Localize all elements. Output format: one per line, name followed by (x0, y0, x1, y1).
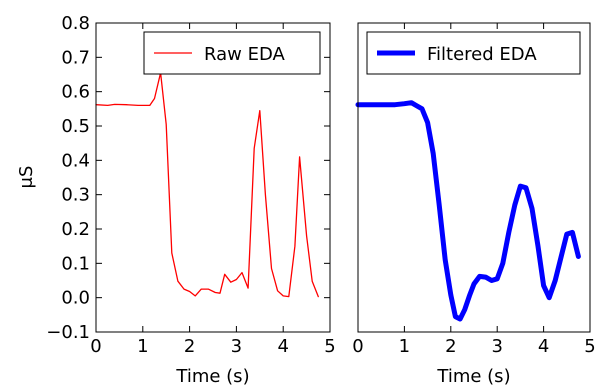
x-tick-label: 2 (184, 336, 195, 357)
x-tick-label: 4 (538, 336, 549, 357)
y-tick-label: 0.0 (61, 288, 90, 309)
y-tick-label: 0.3 (61, 185, 90, 206)
x-tick-label: 3 (231, 336, 242, 357)
x-tick-label: 1 (399, 336, 410, 357)
plot-frame (357, 22, 591, 333)
y-axis-label: μS (16, 166, 37, 189)
y-tick-label: 0.5 (61, 116, 90, 137)
y-tick-labels: −0.1 0.0 0.1 0.2 0.3 0.4 0.5 0.6 0.7 0.8 (46, 13, 90, 343)
y-tick-label: 0.7 (61, 47, 90, 68)
y-tick-label: 0.4 (61, 150, 90, 171)
raw-eda-panel: −0.1 0.0 0.1 0.2 0.3 0.4 0.5 0.6 0.7 0.8 0 1 2 3 4 5 R… (46, 13, 335, 387)
plot-frame (95, 22, 331, 333)
y-tick-label: 0.6 (61, 82, 90, 103)
series-line (355, 100, 581, 322)
x-tick-label: 4 (277, 336, 288, 357)
x-tick-label: 0 (90, 336, 101, 357)
legend: Raw EDA (143, 31, 321, 75)
x-tick-label: 0 (352, 336, 363, 357)
y-tick-label: 0.1 (61, 253, 90, 274)
filtered-eda-series (355, 100, 581, 322)
x-axis-label: Time (s) (175, 366, 249, 387)
series-line (95, 72, 319, 298)
x-tick-labels: 0 1 2 3 4 5 (90, 336, 335, 357)
legend-label-raw-eda: Raw EDA (204, 44, 286, 65)
x-tick-labels: 0 1 2 3 4 5 (352, 336, 595, 357)
legend: Filtered EDA (366, 31, 581, 75)
filtered-eda-panel: 0 1 2 3 4 5 Filtered EDA Time (s) (352, 22, 595, 387)
x-tick-label: 3 (491, 336, 502, 357)
y-tick-label: −0.1 (46, 322, 90, 343)
y-tick-label: 0.2 (61, 219, 90, 240)
x-axis-label: Time (s) (436, 366, 510, 387)
y-tick-label: 0.8 (61, 13, 90, 34)
legend-label-filtered-eda: Filtered EDA (427, 44, 537, 65)
x-tick-label: 1 (137, 336, 148, 357)
x-tick-label: 5 (584, 336, 595, 357)
x-tick-label: 5 (324, 336, 335, 357)
raw-eda-series (95, 72, 319, 298)
x-tick-label: 2 (445, 336, 456, 357)
